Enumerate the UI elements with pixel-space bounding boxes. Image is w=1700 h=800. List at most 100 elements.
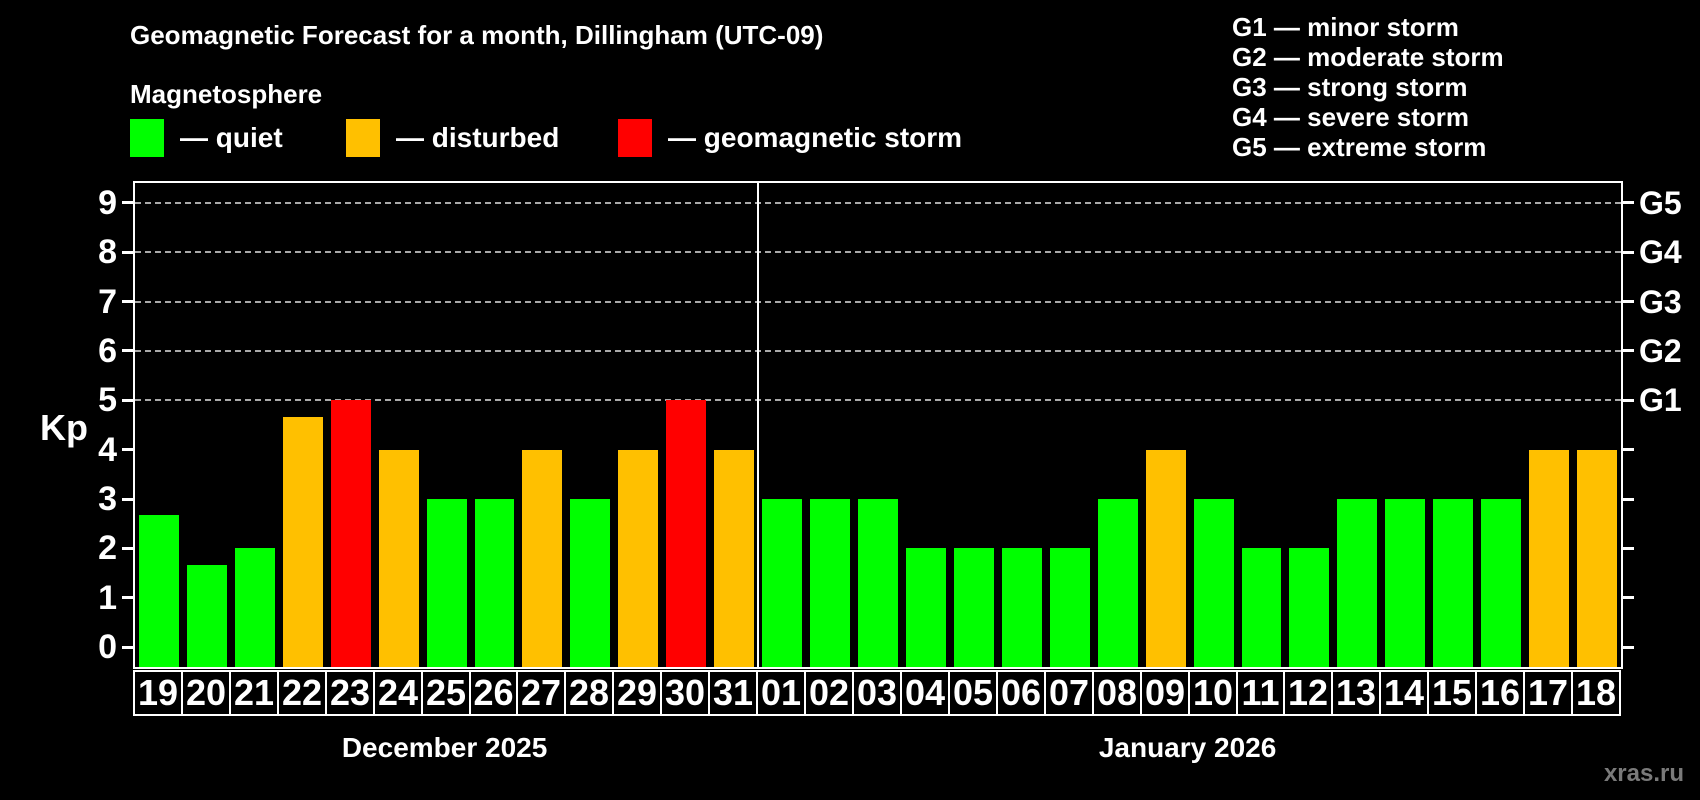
y-axis-tick — [122, 398, 133, 402]
date-cell: 16 — [1475, 670, 1525, 716]
date-cell: 04 — [900, 670, 950, 716]
legend-label-quiet: — quiet — [180, 122, 283, 153]
date-cell: 26 — [469, 670, 518, 716]
date-cell: 03 — [852, 670, 902, 716]
right-axis-tick — [1623, 250, 1634, 254]
kp-bar — [570, 499, 611, 667]
date-axis: 19 20 21 22 23 24 25 26 27 28 29 30 31 01 02 03 04 05 06 07… — [133, 670, 1623, 716]
y-axis-label: 2 — [98, 529, 117, 568]
date-cell: 17 — [1523, 670, 1573, 716]
gridline-kp-6 — [135, 349, 1621, 352]
kp-bar — [618, 449, 659, 667]
legend-label-disturbed: — disturbed — [396, 122, 560, 153]
right-axis-tick — [1623, 398, 1634, 402]
right-axis-label-g3: G3 — [1639, 283, 1682, 320]
legend-item-storm: — geomagnetic storm — [618, 119, 962, 157]
kp-bar — [810, 499, 851, 667]
right-axis-tick — [1623, 300, 1634, 304]
legend-swatch-storm — [618, 119, 652, 157]
date-cell: 27 — [516, 670, 566, 716]
kp-bar — [378, 449, 419, 667]
y-axis-tick — [122, 497, 133, 501]
kp-bar — [1577, 449, 1617, 667]
kp-bar — [1433, 499, 1474, 667]
y-axis-label: 0 — [98, 628, 117, 667]
gridline-kp-9 — [135, 201, 1621, 204]
date-cell: 24 — [373, 670, 423, 716]
watermark: xras.ru — [1603, 760, 1684, 787]
kp-bar — [714, 449, 755, 667]
kp-bar — [282, 416, 323, 667]
legend-swatch-quiet — [130, 119, 164, 157]
y-axis-label: 6 — [98, 331, 117, 370]
kp-bar — [474, 499, 515, 667]
y-axis-label: 9 — [98, 183, 117, 222]
right-axis-label-g2: G2 — [1639, 332, 1682, 369]
kp-bar — [905, 548, 946, 667]
y-axis-tick — [122, 349, 133, 353]
right-axis-tick — [1623, 201, 1634, 205]
date-cell: 18 — [1571, 670, 1621, 716]
legend-swatch-disturbed — [346, 119, 380, 157]
date-cell: 08 — [1092, 670, 1142, 716]
right-axis-tick — [1623, 596, 1634, 600]
kp-bar — [186, 564, 227, 667]
date-cell: 20 — [181, 670, 231, 716]
date-cell: 09 — [1140, 670, 1190, 716]
kp-bar — [1337, 499, 1378, 667]
kp-bar — [1529, 449, 1570, 667]
date-cell: 30 — [660, 670, 710, 716]
right-axis-tick — [1623, 448, 1634, 452]
kp-bar — [762, 499, 803, 667]
y-axis-tick — [122, 596, 133, 600]
kp-bar — [522, 449, 563, 667]
magnetosphere-legend: — quiet — disturbed — geomagnetic storm — [130, 119, 1030, 159]
date-cell: 06 — [996, 670, 1046, 716]
g-scale-legend: G1 — minor storm G2 — moderate storm G3 — … — [1232, 12, 1504, 162]
month-separator — [757, 183, 759, 667]
month-label-january: January 2026 — [1098, 732, 1277, 763]
y-axis-label: 3 — [98, 480, 117, 519]
g-scale-item-3: G3 — strong storm — [1232, 72, 1468, 102]
right-axis-label-g1: G1 — [1639, 382, 1682, 419]
g-scale-item-2: G2 — moderate storm — [1232, 42, 1504, 72]
y-axis-label: 7 — [98, 282, 117, 321]
date-cell: 05 — [948, 670, 998, 716]
date-cell: 31 — [708, 670, 758, 716]
date-cell: 21 — [229, 670, 279, 716]
kp-bar — [1193, 499, 1234, 667]
gridline-kp-8 — [135, 251, 1621, 254]
y-axis-tick — [122, 448, 133, 452]
y-axis-tick — [122, 250, 133, 254]
g-scale-item-4: G4 — severe storm — [1232, 102, 1470, 132]
y-axis-label: 4 — [98, 430, 117, 469]
right-axis-tick — [1623, 349, 1634, 353]
y-axis-label: 1 — [98, 578, 117, 617]
g-scale-item-1: G1 — minor storm — [1232, 12, 1459, 42]
date-cell: 28 — [564, 670, 614, 716]
date-cell: 10 — [1188, 670, 1238, 716]
month-label-december: December 2025 — [341, 732, 548, 763]
date-cell: 22 — [277, 670, 327, 716]
right-axis-label-g5: G5 — [1639, 184, 1682, 221]
gridline-kp-7 — [135, 300, 1621, 303]
kp-bar — [953, 548, 994, 667]
y-axis-tick — [122, 201, 133, 205]
kp-bar — [666, 400, 707, 667]
magnetosphere-label: Magnetosphere — [130, 79, 323, 109]
kp-bar — [1145, 449, 1186, 667]
kp-bar — [330, 400, 371, 667]
chart-title: Geomagnetic Forecast for a month, Dillin… — [130, 20, 824, 50]
g-scale-item-5: G5 — extreme storm — [1232, 132, 1487, 162]
kp-bar — [234, 548, 275, 667]
kp-bar — [1001, 548, 1042, 667]
date-cell: 19 — [133, 670, 183, 716]
plot-area: 0 1 2 3 4 5 6 7 8 9 G1 G2 G3 G4 G5 — [98, 181, 1682, 669]
date-cell: 11 — [1236, 670, 1285, 716]
kp-bar — [426, 499, 467, 667]
kp-bar — [1049, 548, 1090, 667]
gridline-kp-5 — [135, 399, 1621, 402]
date-cell: 25 — [421, 670, 471, 716]
y-axis-tick — [122, 546, 133, 550]
